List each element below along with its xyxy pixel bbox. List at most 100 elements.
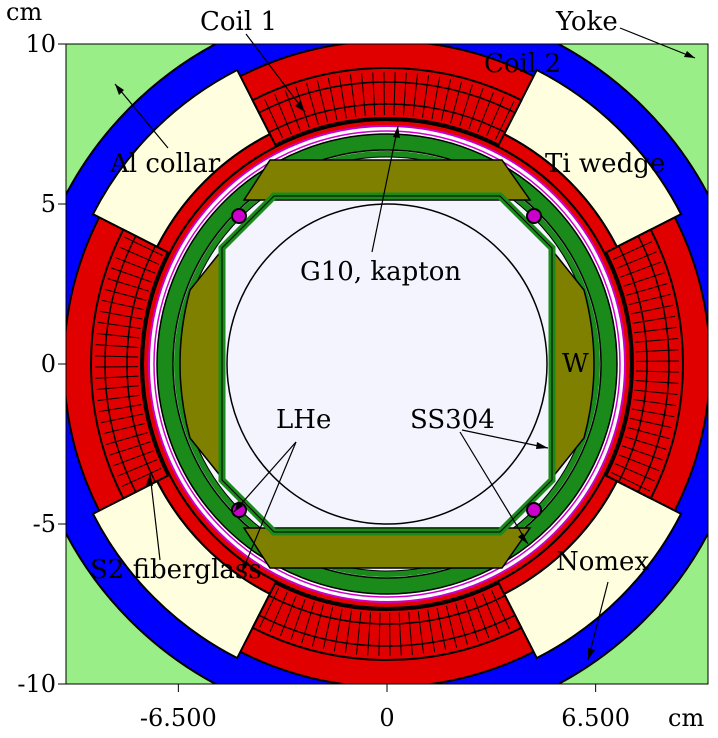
coil-strand [98, 404, 142, 413]
coil-strand [274, 94, 292, 135]
coil-strand [436, 607, 447, 651]
coil-strand [311, 604, 324, 647]
coil-strand [455, 603, 468, 645]
coil-strand [408, 612, 413, 655]
arrow-ss304-a [461, 429, 549, 449]
coil-strand [612, 241, 653, 261]
pin-bottom-right [526, 502, 542, 518]
coil-1-layer-boundary [104, 235, 137, 493]
pin-top-left [231, 208, 247, 224]
coil-strand [96, 332, 140, 339]
coil-strand [610, 471, 651, 492]
y-unit-label: cm [6, 0, 42, 26]
coil-strand [259, 587, 280, 628]
label-coil-2: Coil 2 [484, 49, 561, 79]
coil-1-layer-boundary [126, 245, 157, 483]
coil-strand [96, 385, 139, 390]
arrow-ss304-b [459, 431, 529, 545]
coil-strand [279, 595, 297, 637]
label-g10-kapton: G10, kapton [300, 257, 461, 287]
arrow-nomex [587, 581, 609, 661]
label-coil-1: Coil 1 [200, 7, 277, 37]
coil-strand [398, 612, 402, 656]
coil-strand [614, 463, 655, 482]
coil-strand [635, 349, 679, 353]
tungsten-right [551, 247, 595, 481]
coil-strand [344, 610, 352, 654]
coil-strand [422, 74, 430, 118]
x-axis-ticks: -6.500 0 6.500 [140, 684, 630, 732]
y-axis-ticks: 10 5 0 -5 -10 [17, 30, 66, 698]
beam-pipe [226, 203, 548, 525]
coil-strand [440, 78, 452, 122]
coil-strand [427, 609, 436, 653]
coil-strand [327, 77, 338, 121]
coil-strand [264, 98, 284, 139]
coil-strand [113, 450, 154, 467]
coil-strand [99, 310, 143, 320]
coil-strand [464, 600, 479, 642]
coil-strand [95, 355, 139, 358]
coil-strand [630, 304, 674, 315]
coil-strand [100, 413, 144, 424]
coil-strand [621, 445, 663, 461]
coil-strand [322, 606, 334, 650]
label-s2-fiberglass: S2 fiberglass [90, 555, 262, 585]
coil-strand [95, 375, 139, 379]
coil-strand [450, 81, 463, 124]
x-unit-label: cm [668, 704, 704, 732]
coil-strand [97, 394, 141, 402]
coil-strand [338, 75, 347, 119]
coil-strand [269, 591, 288, 632]
arrow-lhe-b [241, 441, 297, 573]
coil-strand [367, 612, 371, 656]
coil-strand [126, 476, 166, 498]
coil-strand [355, 611, 362, 655]
coil-strand [635, 338, 678, 343]
coil-1-layer-boundary [268, 103, 506, 134]
coil-strand [378, 612, 381, 656]
coil-strand [393, 72, 396, 116]
annotation-arrows [114, 27, 696, 661]
coil-strand [95, 344, 139, 348]
coil-strand [635, 370, 679, 373]
y-tick-label: 0 [41, 350, 56, 378]
label-yoke: Yoke [555, 7, 618, 37]
coil-strand [477, 91, 495, 133]
label-w: W [562, 349, 589, 379]
coil-strand [412, 73, 419, 117]
coil-1 [90, 67, 684, 661]
coil-1-layer-boundary [617, 245, 648, 483]
ss-ring [157, 134, 617, 594]
coil-1-layer-boundary [268, 594, 506, 625]
coil-strand [608, 230, 648, 252]
label-ss304: SS304 [410, 405, 495, 435]
coil-1-block-2 [90, 228, 170, 500]
arrow-lhe-a [233, 441, 297, 513]
coil-1-block-3 [251, 581, 523, 661]
coil-strand [290, 598, 306, 640]
coil-strand [403, 72, 407, 116]
coil-strand [627, 427, 670, 440]
coil-strand [121, 467, 162, 487]
coil-strand [106, 432, 148, 445]
arrow-s2 [149, 473, 161, 561]
coil-strand [417, 610, 425, 654]
arrow-al-collar [114, 83, 169, 149]
coil-strand [620, 261, 661, 278]
coil-1-block-1 [251, 67, 523, 147]
plot-area [66, 44, 708, 684]
coil-strand [104, 288, 147, 301]
collar-wedges [91, 68, 683, 660]
coil-strand [123, 236, 164, 257]
coil-strand [103, 422, 146, 435]
coil-strand [632, 315, 676, 324]
arrowheads [115, 51, 695, 660]
coil-strand [494, 100, 515, 141]
coil-strand [626, 283, 668, 296]
coil-strand [623, 272, 665, 287]
coil-strand [631, 408, 675, 418]
coil-strand [306, 83, 319, 125]
coil-strand [101, 299, 145, 311]
coil-1-block-0 [604, 228, 684, 500]
